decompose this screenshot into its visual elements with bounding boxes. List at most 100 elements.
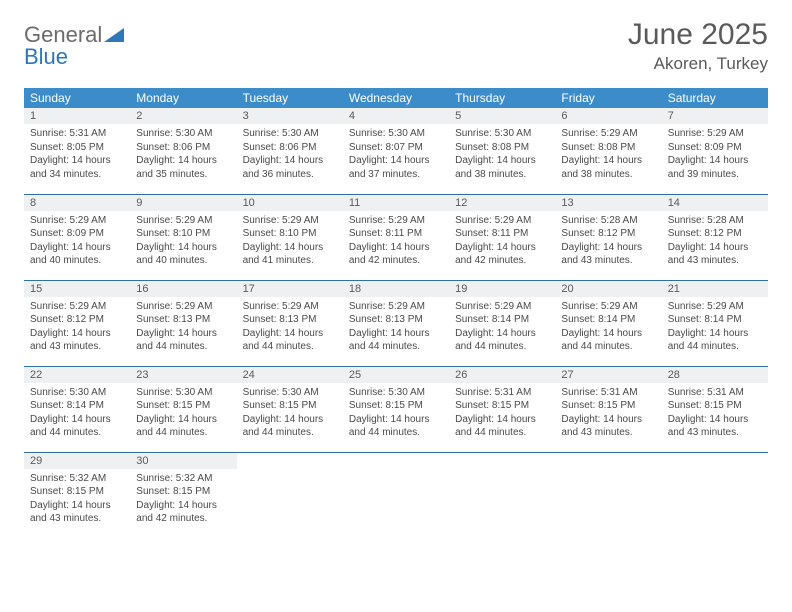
day-cell: 9Sunrise: 5:29 AMSunset: 8:10 PMDaylight… xyxy=(130,194,236,280)
day-cell xyxy=(449,452,555,538)
day-line-d1: Daylight: 14 hours xyxy=(136,413,230,427)
day-line-ss: Sunset: 8:12 PM xyxy=(668,227,762,241)
day-line-d1: Daylight: 14 hours xyxy=(30,499,124,513)
day-line-d1: Daylight: 14 hours xyxy=(455,413,549,427)
day-line-d2: and 40 minutes. xyxy=(136,254,230,268)
logo: General Blue xyxy=(24,18,126,68)
day-number: 17 xyxy=(237,281,343,297)
calendar-table: Sunday Monday Tuesday Wednesday Thursday… xyxy=(24,88,768,538)
day-line-ss: Sunset: 8:12 PM xyxy=(561,227,655,241)
day-body: Sunrise: 5:30 AMSunset: 8:08 PMDaylight:… xyxy=(449,124,555,184)
day-line-d2: and 43 minutes. xyxy=(30,512,124,526)
day-line-d1: Daylight: 14 hours xyxy=(668,154,762,168)
title-block: June 2025 Akoren, Turkey xyxy=(628,18,768,74)
day-line-d1: Daylight: 14 hours xyxy=(668,241,762,255)
day-number: 12 xyxy=(449,195,555,211)
day-number: 7 xyxy=(662,108,768,124)
day-cell: 12Sunrise: 5:29 AMSunset: 8:11 PMDayligh… xyxy=(449,194,555,280)
day-line-sr: Sunrise: 5:30 AM xyxy=(455,127,549,141)
day-body: Sunrise: 5:31 AMSunset: 8:15 PMDaylight:… xyxy=(555,383,661,443)
day-cell: 15Sunrise: 5:29 AMSunset: 8:12 PMDayligh… xyxy=(24,280,130,366)
day-line-ss: Sunset: 8:10 PM xyxy=(243,227,337,241)
day-line-sr: Sunrise: 5:32 AM xyxy=(30,472,124,486)
day-line-ss: Sunset: 8:13 PM xyxy=(243,313,337,327)
day-line-sr: Sunrise: 5:30 AM xyxy=(30,386,124,400)
day-body: Sunrise: 5:31 AMSunset: 8:05 PMDaylight:… xyxy=(24,124,130,184)
day-line-d1: Daylight: 14 hours xyxy=(349,154,443,168)
day-line-d2: and 39 minutes. xyxy=(668,168,762,182)
day-line-d1: Daylight: 14 hours xyxy=(455,327,549,341)
day-body: Sunrise: 5:29 AMSunset: 8:11 PMDaylight:… xyxy=(449,211,555,271)
day-number: 20 xyxy=(555,281,661,297)
day-line-sr: Sunrise: 5:29 AM xyxy=(349,300,443,314)
day-cell: 18Sunrise: 5:29 AMSunset: 8:13 PMDayligh… xyxy=(343,280,449,366)
dayhead-sat: Saturday xyxy=(662,88,768,108)
day-number: 29 xyxy=(24,453,130,469)
day-body: Sunrise: 5:32 AMSunset: 8:15 PMDaylight:… xyxy=(130,469,236,529)
week-row: 15Sunrise: 5:29 AMSunset: 8:12 PMDayligh… xyxy=(24,280,768,366)
day-line-sr: Sunrise: 5:31 AM xyxy=(455,386,549,400)
location: Akoren, Turkey xyxy=(628,54,768,74)
day-number: 5 xyxy=(449,108,555,124)
day-cell: 17 Sunrise: 5:29 AMSunset: 8:13 PMDayligh… xyxy=(237,280,343,366)
day-line-d1: Daylight: 14 hours xyxy=(243,413,337,427)
day-line-sr: Sunrise: 5:29 AM xyxy=(243,300,337,314)
day-line-d1: Daylight: 14 hours xyxy=(455,241,549,255)
day-body: Sunrise: 5:29 AMSunset: 8:09 PMDaylight:… xyxy=(24,211,130,271)
day-cell xyxy=(237,452,343,538)
day-number: 15 xyxy=(24,281,130,297)
day-line-d2: and 41 minutes. xyxy=(243,254,337,268)
day-number: 8 xyxy=(24,195,130,211)
day-line-sr: Sunrise: 5:30 AM xyxy=(349,386,443,400)
day-line-d2: and 43 minutes. xyxy=(561,254,655,268)
day-cell: 7Sunrise: 5:29 AMSunset: 8:09 PMDaylight… xyxy=(662,108,768,194)
day-cell: 22Sunrise: 5:30 AMSunset: 8:14 PMDayligh… xyxy=(24,366,130,452)
day-line-sr: Sunrise: 5:29 AM xyxy=(455,300,549,314)
day-body: Sunrise: 5:29 AMSunset: 8:08 PMDaylight:… xyxy=(555,124,661,184)
day-line-ss: Sunset: 8:13 PM xyxy=(349,313,443,327)
day-cell: 1Sunrise: 5:31 AMSunset: 8:05 PMDaylight… xyxy=(24,108,130,194)
day-line-d2: and 44 minutes. xyxy=(243,340,337,354)
day-line-sr: Sunrise: 5:28 AM xyxy=(668,214,762,228)
day-header-row: Sunday Monday Tuesday Wednesday Thursday… xyxy=(24,88,768,108)
day-cell: 11Sunrise: 5:29 AMSunset: 8:11 PMDayligh… xyxy=(343,194,449,280)
day-body: Sunrise: 5:30 AMSunset: 8:06 PMDaylight:… xyxy=(237,124,343,184)
day-body: Sunrise: 5:28 AMSunset: 8:12 PMDaylight:… xyxy=(555,211,661,271)
day-cell: 3Sunrise: 5:30 AMSunset: 8:06 PMDaylight… xyxy=(237,108,343,194)
day-number: 6 xyxy=(555,108,661,124)
day-line-d1: Daylight: 14 hours xyxy=(30,413,124,427)
day-line-sr: Sunrise: 5:29 AM xyxy=(136,214,230,228)
day-line-d2: and 44 minutes. xyxy=(136,340,230,354)
day-number: 30 xyxy=(130,453,236,469)
day-line-sr: Sunrise: 5:31 AM xyxy=(561,386,655,400)
day-line-sr: Sunrise: 5:30 AM xyxy=(349,127,443,141)
day-body: Sunrise: 5:29 AMSunset: 8:14 PMDaylight:… xyxy=(662,297,768,357)
day-line-ss: Sunset: 8:09 PM xyxy=(30,227,124,241)
day-body: Sunrise: 5:29 AMSunset: 8:09 PMDaylight:… xyxy=(662,124,768,184)
day-line-ss: Sunset: 8:09 PM xyxy=(668,141,762,155)
day-line-d1: Daylight: 14 hours xyxy=(455,154,549,168)
day-line-ss: Sunset: 8:06 PM xyxy=(136,141,230,155)
day-line-d1: Daylight: 14 hours xyxy=(668,327,762,341)
day-line-sr: Sunrise: 5:30 AM xyxy=(136,386,230,400)
day-number: 25 xyxy=(343,367,449,383)
day-cell: 23Sunrise: 5:30 AMSunset: 8:15 PMDayligh… xyxy=(130,366,236,452)
day-line-d1: Daylight: 14 hours xyxy=(243,327,337,341)
day-line-sr: Sunrise: 5:29 AM xyxy=(243,214,337,228)
day-line-ss: Sunset: 8:15 PM xyxy=(30,485,124,499)
week-row: 29Sunrise: 5:32 AMSunset: 8:15 PMDayligh… xyxy=(24,452,768,538)
day-line-ss: Sunset: 8:15 PM xyxy=(243,399,337,413)
day-line-d2: and 44 minutes. xyxy=(349,340,443,354)
day-body: Sunrise: 5:29 AMSunset: 8:14 PMDaylight:… xyxy=(555,297,661,357)
day-line-d2: and 35 minutes. xyxy=(136,168,230,182)
day-line-d2: and 44 minutes. xyxy=(561,340,655,354)
day-line-sr: Sunrise: 5:28 AM xyxy=(561,214,655,228)
day-line-ss: Sunset: 8:14 PM xyxy=(455,313,549,327)
day-line-d2: and 44 minutes. xyxy=(30,426,124,440)
day-line-ss: Sunset: 8:08 PM xyxy=(455,141,549,155)
day-cell: 19Sunrise: 5:29 AMSunset: 8:14 PMDayligh… xyxy=(449,280,555,366)
day-line-ss: Sunset: 8:14 PM xyxy=(30,399,124,413)
dayhead-sun: Sunday xyxy=(24,88,130,108)
day-cell: 4Sunrise: 5:30 AMSunset: 8:07 PMDaylight… xyxy=(343,108,449,194)
day-line-ss: Sunset: 8:15 PM xyxy=(668,399,762,413)
